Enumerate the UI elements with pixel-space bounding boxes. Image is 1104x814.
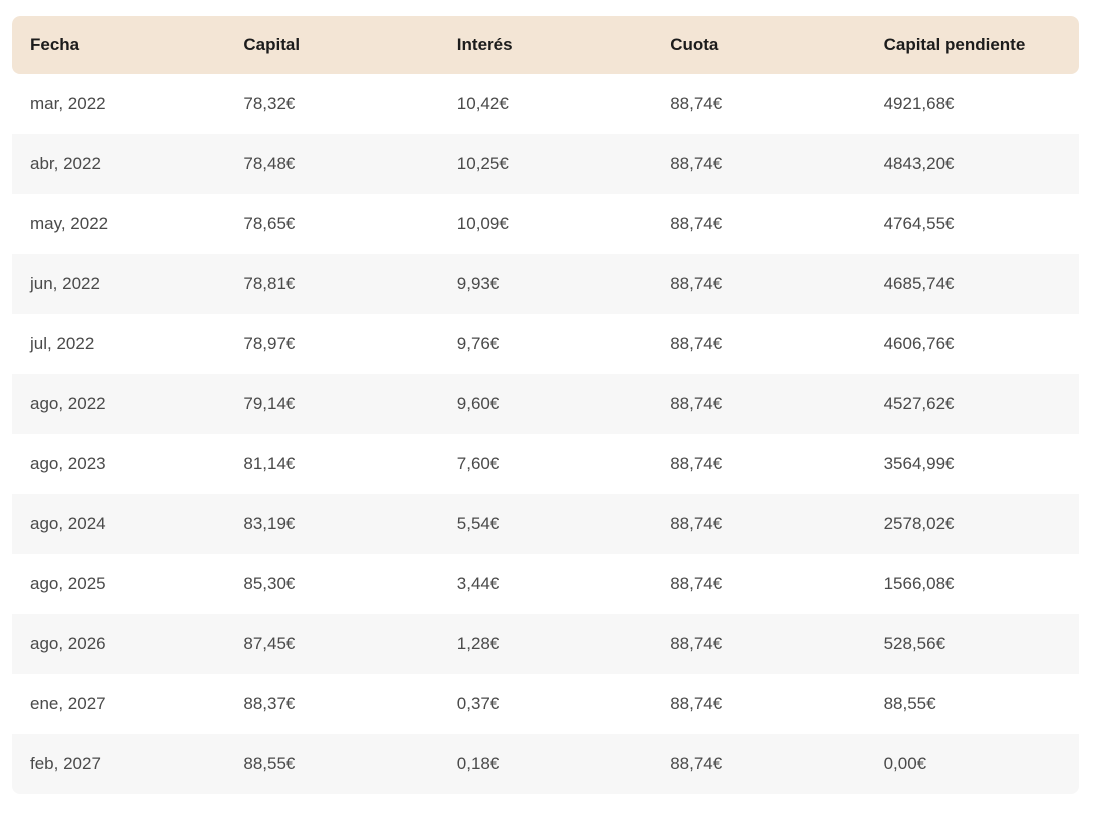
cell-capital_pendiente: 4606,76€	[883, 334, 955, 353]
cell-cuota: 88,74€	[670, 334, 723, 353]
table-row: abr, 2022 78,48€ 10,25€ 88,74€ 4843,20€	[12, 134, 1079, 194]
cell-interes: 10,09€	[456, 214, 509, 233]
cell-cuota: 88,74€	[670, 214, 723, 233]
cell-fecha: ago, 2023	[30, 454, 106, 473]
column-header-interes: Interés	[456, 35, 513, 54]
cell-capital: 78,65€	[243, 214, 296, 233]
cell-cuota: 88,74€	[670, 694, 723, 713]
cell-interes: 10,25€	[456, 154, 509, 173]
cell-cuota: 88,74€	[670, 274, 723, 293]
cell-capital_pendiente: 0,00€	[883, 754, 927, 773]
cell-capital: 88,37€	[243, 694, 296, 713]
cell-interes: 9,93€	[456, 274, 500, 293]
table-row: may, 2022 78,65€ 10,09€ 88,74€ 4764,55€	[12, 194, 1079, 254]
cell-cuota: 88,74€	[670, 154, 723, 173]
cell-capital: 81,14€	[243, 454, 296, 473]
table-header-row: Fecha Capital Interés Cuota Capital pendient…	[12, 16, 1079, 74]
table-row: ago, 2026 87,45€ 1,28€ 88,74€ 528,56€	[12, 614, 1079, 674]
cell-capital_pendiente: 4921,68€	[883, 94, 955, 113]
cell-fecha: ene, 2027	[30, 694, 106, 713]
cell-capital_pendiente: 2578,02€	[883, 514, 955, 533]
cell-capital_pendiente: 4685,74€	[883, 274, 955, 293]
cell-cuota: 88,74€	[670, 754, 723, 773]
cell-capital_pendiente: 4843,20€	[883, 154, 955, 173]
cell-capital: 87,45€	[243, 634, 296, 653]
cell-cuota: 88,74€	[670, 454, 723, 473]
cell-cuota: 88,74€	[670, 94, 723, 113]
cell-interes: 0,18€	[456, 754, 500, 773]
cell-capital_pendiente: 528,56€	[883, 634, 946, 653]
cell-capital: 79,14€	[243, 394, 296, 413]
cell-capital_pendiente: 1566,08€	[883, 574, 955, 593]
cell-capital_pendiente: 88,55€	[883, 694, 936, 713]
cell-cuota: 88,74€	[670, 514, 723, 533]
cell-interes: 10,42€	[456, 94, 509, 113]
table-row: ago, 2024 83,19€ 5,54€ 88,74€ 2578,02€	[12, 494, 1079, 554]
cell-cuota: 88,74€	[670, 574, 723, 593]
cell-cuota: 88,74€	[670, 394, 723, 413]
cell-fecha: may, 2022	[30, 214, 109, 233]
cell-interes: 9,60€	[456, 394, 500, 413]
table-row: ago, 2022 79,14€ 9,60€ 88,74€ 4527,62€	[12, 374, 1079, 434]
table-row: feb, 2027 88,55€ 0,18€ 88,74€ 0,00€	[12, 734, 1079, 794]
cell-cuota: 88,74€	[670, 634, 723, 653]
cell-interes: 1,28€	[456, 634, 500, 653]
cell-interes: 3,44€	[456, 574, 500, 593]
cell-interes: 0,37€	[456, 694, 500, 713]
table-row: jun, 2022 78,81€ 9,93€ 88,74€ 4685,74€	[12, 254, 1079, 314]
cell-fecha: ago, 2026	[30, 634, 106, 653]
cell-capital_pendiente: 3564,99€	[883, 454, 955, 473]
cell-capital: 88,55€	[243, 754, 296, 773]
cell-fecha: mar, 2022	[30, 94, 106, 113]
cell-fecha: ago, 2022	[30, 394, 106, 413]
cell-capital: 78,81€	[243, 274, 296, 293]
cell-interes: 9,76€	[456, 334, 500, 353]
table-row: mar, 2022 78,32€ 10,42€ 88,74€ 4921,68€	[12, 74, 1079, 134]
column-header-cuota: Cuota	[670, 35, 719, 54]
cell-fecha: ago, 2024	[30, 514, 106, 533]
cell-capital: 85,30€	[243, 574, 296, 593]
cell-capital: 83,19€	[243, 514, 296, 533]
column-header-fecha: Fecha	[30, 35, 80, 54]
cell-interes: 7,60€	[456, 454, 500, 473]
cell-capital_pendiente: 4527,62€	[883, 394, 955, 413]
table-row: jul, 2022 78,97€ 9,76€ 88,74€ 4606,76€	[12, 314, 1079, 374]
table-row: ago, 2025 85,30€ 3,44€ 88,74€ 1566,08€	[12, 554, 1079, 614]
table-row: ene, 2027 88,37€ 0,37€ 88,74€ 88,55€	[12, 674, 1079, 734]
cell-capital: 78,32€	[243, 94, 296, 113]
cell-fecha: abr, 2022	[30, 154, 101, 173]
column-header-capital_pendiente: Capital pendiente	[883, 35, 1026, 54]
cell-capital_pendiente: 4764,55€	[883, 214, 955, 233]
cell-fecha: feb, 2027	[30, 754, 101, 773]
table-body: mar, 2022 78,32€ 10,42€ 88,74€ 4921,68€ abr, …	[12, 74, 1079, 794]
cell-fecha: jul, 2022	[30, 334, 95, 353]
cell-capital: 78,48€	[243, 154, 296, 173]
amortization-table: Fecha Capital Interés Cuota Capital pendient…	[12, 16, 1079, 794]
cell-fecha: jun, 2022	[30, 274, 100, 293]
cell-interes: 5,54€	[456, 514, 500, 533]
cell-capital: 78,97€	[243, 334, 296, 353]
cell-fecha: ago, 2025	[30, 574, 106, 593]
table-row: ago, 2023 81,14€ 7,60€ 88,74€ 3564,99€	[12, 434, 1079, 494]
column-header-capital: Capital	[243, 35, 301, 54]
